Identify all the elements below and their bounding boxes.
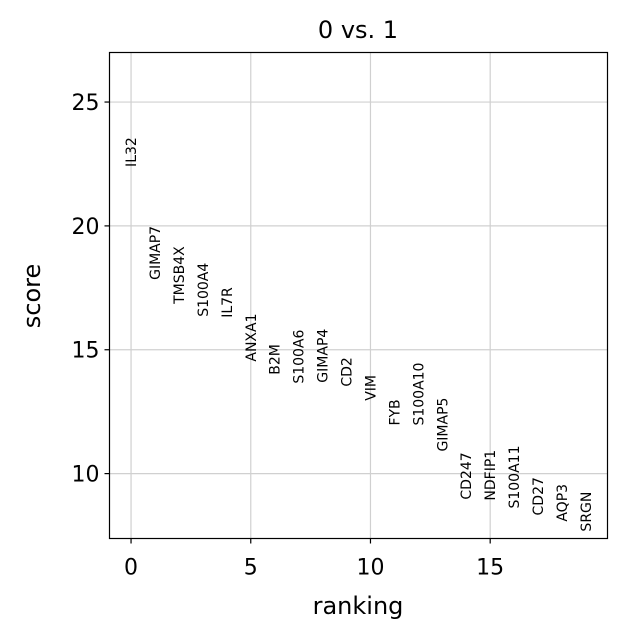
gene-label: VIM [363, 375, 379, 401]
gene-label: GIMAP4 [316, 329, 332, 383]
gene-labels: IL32 GIMAP7 TMSB4X S100A4 IL7R ANXA1 B2M S100A6… [124, 137, 595, 531]
gene-label: ANXA1 [244, 314, 260, 362]
plot-frame [108, 51, 609, 540]
gene-label: FYB [387, 399, 403, 425]
x-axis-label: ranking [313, 592, 404, 620]
gene-label: NDFIP1 [483, 450, 499, 501]
gene-label: S100A11 [507, 446, 523, 509]
gene-label: S100A10 [411, 363, 427, 426]
y-tick-label: 20 [72, 215, 100, 240]
gene-label: S100A4 [196, 263, 212, 317]
gene-label: CD2 [340, 357, 356, 386]
gene-label: GIMAP7 [148, 226, 164, 280]
gene-label: CD27 [531, 477, 547, 515]
gene-label: AQP3 [555, 484, 571, 522]
y-tick-label: 15 [72, 339, 100, 364]
gene-label: IL7R [220, 287, 236, 318]
y-tick-label: 25 [72, 91, 100, 116]
x-tick-label: 5 [244, 556, 258, 581]
y-axis-label: score [18, 264, 46, 329]
gene-label: TMSB4X [172, 246, 188, 305]
gene-label: SRGN [579, 492, 595, 532]
grid [109, 52, 608, 539]
ticks: 0 5 10 15 10 15 20 25 [72, 91, 505, 580]
x-tick-label: 15 [476, 556, 504, 581]
y-tick-label: 10 [72, 463, 100, 488]
gene-label: CD247 [459, 452, 475, 499]
x-tick-label: 0 [124, 556, 138, 581]
gene-label: GIMAP5 [435, 398, 451, 452]
chart-title: 0 vs. 1 [318, 16, 398, 44]
gene-label: B2M [268, 344, 284, 375]
gene-label: S100A6 [292, 329, 308, 383]
x-tick-label: 10 [356, 556, 384, 581]
gene-label: IL32 [124, 137, 140, 167]
